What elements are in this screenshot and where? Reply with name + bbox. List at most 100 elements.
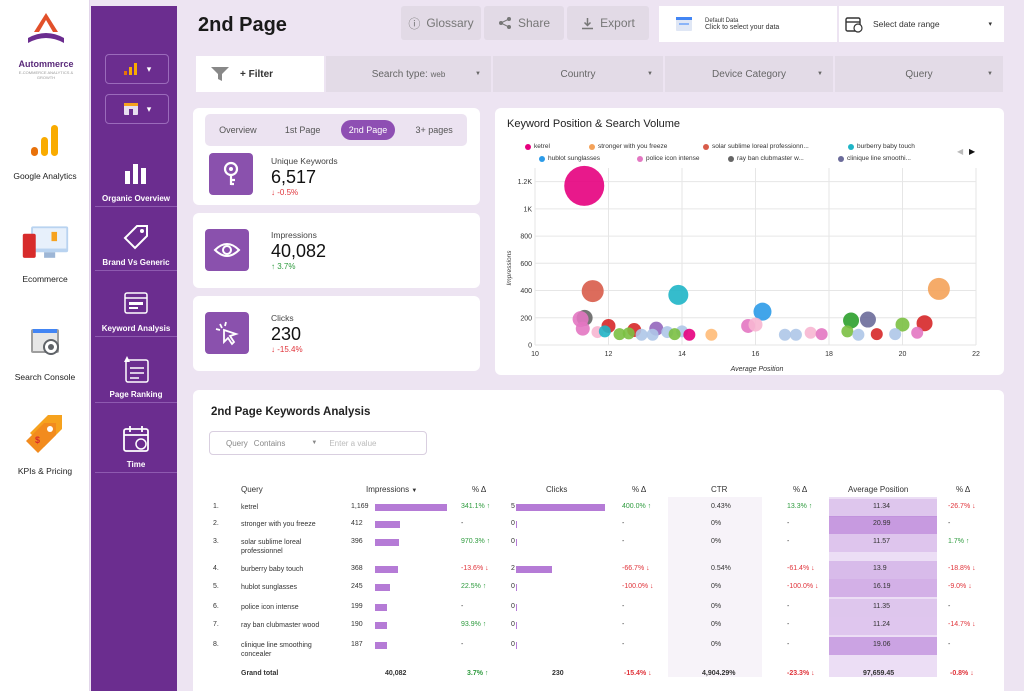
query-filter[interactable]: Query ▼ — [835, 56, 1003, 92]
clicks-bar — [516, 566, 552, 573]
scatter-point[interactable] — [622, 327, 635, 340]
tab-3-plus-pages[interactable]: 3+ pages — [415, 125, 453, 135]
legend-item[interactable]: ray ban clubmaster w... — [728, 155, 804, 162]
legend-item[interactable]: ketrel — [525, 143, 550, 150]
scatter-point[interactable] — [635, 328, 648, 341]
kpi-delta: ↓ -15.4% — [271, 345, 303, 354]
col-header-average-position[interactable]: Average Position — [848, 485, 909, 494]
scatter-point[interactable] — [753, 302, 772, 321]
scatter-point[interactable] — [668, 328, 681, 341]
analytics-selector-dropdown[interactable]: ▾ — [105, 54, 169, 84]
scatter-point[interactable] — [870, 328, 883, 341]
col-header-clk-delta[interactable]: % Δ — [632, 485, 647, 494]
tab-1st-page[interactable]: 1st Page — [284, 125, 321, 135]
scatter-point[interactable] — [575, 321, 590, 336]
search-type-filter[interactable]: Search type: web ▼ — [326, 56, 491, 92]
export-button[interactable]: Export — [567, 6, 649, 40]
scatter-point[interactable] — [683, 328, 696, 341]
col-header-ctr[interactable]: CTR — [711, 485, 728, 494]
data-source-title: Default Data — [705, 17, 739, 24]
rail-item-kpis-pricing[interactable]: $ KPIs & Pricing — [0, 410, 90, 476]
kpi-clicks: Clicks 230 ↓ -15.4% — [193, 296, 480, 371]
col-header-ap-delta[interactable]: % Δ — [956, 485, 971, 494]
col-header-clicks[interactable]: Clicks — [546, 485, 568, 494]
rail-item-search-console[interactable]: Search Console — [0, 316, 90, 382]
scatter-point[interactable] — [804, 326, 817, 339]
google-analytics-icon — [31, 125, 58, 156]
impressions-value: 396 — [351, 538, 363, 545]
nav-item-brand-vs-generic[interactable]: Brand Vs Generic — [95, 220, 177, 271]
legend-item[interactable]: solar sublime loreal professionn... — [703, 143, 809, 150]
scatter-point[interactable] — [778, 328, 791, 341]
grand-total-impressions-delta: 3.7% ↑ — [467, 670, 489, 677]
legend-label: ray ban clubmaster w... — [737, 155, 804, 162]
share-button[interactable]: Share — [484, 6, 564, 40]
country-filter[interactable]: Country ▼ — [493, 56, 663, 92]
kpi-value: 40,082 — [271, 241, 327, 261]
legend-item[interactable]: police icon intense — [637, 155, 699, 162]
scatter-point[interactable] — [852, 328, 865, 341]
clicks-bar — [516, 504, 605, 511]
device-category-filter[interactable]: Device Category ▼ — [665, 56, 833, 92]
filter-field: Query — [226, 438, 248, 448]
scatter-point[interactable] — [581, 280, 604, 303]
info-icon: ⓘ — [408, 16, 421, 31]
scatter-point[interactable] — [895, 317, 910, 332]
x-tick-label: 18 — [825, 351, 833, 358]
average-position-heat-cell — [829, 561, 937, 579]
scatter-point[interactable] — [889, 328, 902, 341]
scatter-point[interactable] — [598, 325, 611, 338]
legend-item[interactable]: clinique line smoothi... — [838, 155, 911, 162]
scatter-point[interactable] — [916, 315, 933, 332]
glossary-button[interactable]: ⓘ Glossary — [401, 6, 481, 40]
col-header-impressions[interactable]: Impressions ▼ — [366, 485, 417, 494]
col-header-imp-delta[interactable]: % Δ — [472, 485, 487, 494]
scatter-point[interactable] — [911, 326, 924, 339]
average-position-heat-cell — [829, 617, 937, 635]
legend-next-icon[interactable]: ▶ — [969, 147, 976, 156]
brand-logo[interactable]: Autommerce E-COMMERCE ANALYTICS & GROWTH — [12, 10, 80, 80]
scatter-point[interactable] — [564, 165, 605, 206]
nav-item-time[interactable]: Time — [95, 422, 177, 473]
scatter-point[interactable] — [815, 328, 828, 341]
legend-item[interactable]: burberry baby touch — [848, 143, 915, 150]
scatter-point[interactable] — [789, 328, 802, 341]
nav-item-organic-overview[interactable]: Organic Overview — [95, 156, 177, 207]
scatter-point[interactable] — [843, 312, 860, 329]
rail-item-google-analytics[interactable]: Google Analytics — [0, 115, 90, 181]
data-source-selector[interactable]: Default Data Click to select your data — [659, 6, 837, 42]
legend-prev-icon[interactable]: ◀ — [957, 147, 964, 156]
scatter-point[interactable] — [646, 328, 659, 341]
clicks-delta: - — [622, 641, 625, 648]
legend-item[interactable]: hublot sunglasses — [539, 155, 600, 162]
impressions-bar — [375, 642, 387, 649]
nav-item-page-ranking[interactable]: Page Ranking — [95, 352, 177, 403]
nav-item-keyword-analysis[interactable]: Keyword Analysis — [95, 286, 177, 337]
date-range-picker[interactable]: Select date range ▾ — [839, 6, 1004, 42]
col-header-query[interactable]: Query — [241, 485, 263, 494]
rail-item-ecommerce[interactable]: Ecommerce — [0, 218, 90, 284]
legend-label: clinique line smoothi... — [847, 155, 911, 162]
scatter-point[interactable] — [927, 277, 950, 300]
impressions-bar — [375, 504, 447, 511]
scatter-point[interactable] — [841, 325, 854, 338]
scatter-point[interactable] — [859, 311, 876, 328]
col-header-ctr-delta[interactable]: % Δ — [793, 485, 808, 494]
filter-value-input[interactable]: Enter a value — [329, 438, 377, 448]
average-position-heat-cell — [829, 599, 937, 617]
scatter-point[interactable] — [668, 284, 689, 305]
tab-overview[interactable]: Overview — [219, 125, 257, 135]
nav-item-label: Page Ranking — [109, 390, 163, 399]
clicks-value: 0 — [511, 583, 515, 590]
scatter-point[interactable] — [613, 328, 626, 341]
scatter-point[interactable] — [748, 317, 763, 332]
scatter-point[interactable] — [705, 328, 718, 341]
legend-item[interactable]: stronger with you freeze — [589, 143, 667, 150]
store-icon — [123, 103, 138, 115]
kpi-value: 230 — [271, 324, 302, 344]
store-selector-dropdown[interactable]: ▾ — [105, 94, 169, 124]
svg-text:$: $ — [35, 435, 40, 445]
tab-2nd-page[interactable]: 2nd Page — [340, 120, 396, 140]
query-contains-filter[interactable]: Query Contains ▼ Enter a value — [209, 431, 427, 455]
add-filter-button[interactable]: + Filter — [196, 56, 324, 92]
